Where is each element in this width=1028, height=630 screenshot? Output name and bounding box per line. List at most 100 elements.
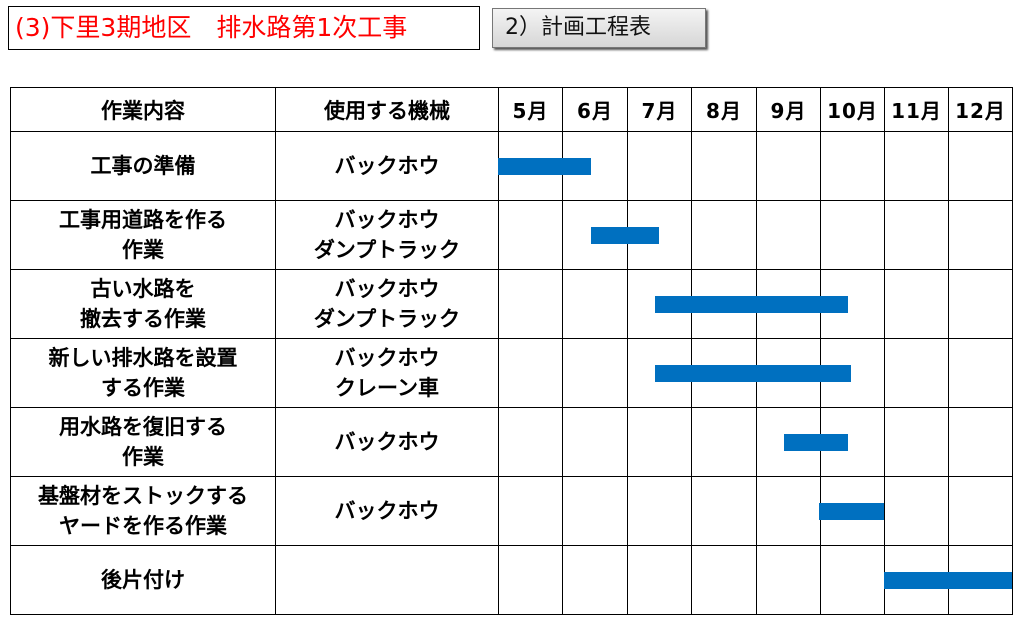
month-cell	[498, 269, 563, 339]
work-cell: 後片付け	[10, 545, 276, 615]
month-cell	[820, 407, 885, 477]
month-cell	[948, 131, 1013, 201]
machine-cell: バックホウ	[275, 476, 499, 546]
month-cell	[498, 200, 563, 270]
machine-text: バックホウ	[334, 154, 440, 178]
month-cell	[884, 269, 949, 339]
work-cell: 用水路を復旧する 作業	[10, 407, 276, 477]
month-cell	[948, 476, 1013, 546]
work-cell: 工事用道路を作る 作業	[10, 200, 276, 270]
month-header: 6月	[562, 87, 628, 132]
work-cell: 新しい排水路を設置 する作業	[10, 338, 276, 408]
work-text: 撤去する作業	[80, 307, 206, 331]
month-cell	[884, 200, 949, 270]
month-cell	[820, 131, 885, 201]
machine-cell: バックホウ	[275, 131, 499, 201]
month-cell	[756, 476, 821, 546]
work-text: 新しい排水路を設置	[48, 346, 238, 370]
table-row: 新しい排水路を設置 する作業 バックホウクレーン車	[10, 338, 1013, 408]
schedule-table: 作業内容 使用する機械 5月 6月 7月 8月 9月 10月 11月 12月 工…	[10, 87, 1013, 615]
machine-cell: バックホウダンプトラック	[275, 269, 499, 339]
work-cell: 基盤材をストックする ヤードを作る作業	[10, 476, 276, 546]
month-header: 8月	[691, 87, 757, 132]
table-row: 用水路を復旧する 作業 バックホウ	[10, 407, 1013, 477]
month-cell	[562, 545, 628, 615]
work-text: 工事用道路を作る	[59, 208, 227, 232]
machine-text: バックホウ	[334, 277, 440, 301]
month-cell	[884, 131, 949, 201]
month-cell	[498, 545, 563, 615]
work-cell: 工事の準備	[10, 131, 276, 201]
machine-text: バックホウ	[334, 430, 440, 454]
machine-cell	[275, 545, 499, 615]
page-title: (3)下里3期地区 排水路第1次工事	[8, 6, 480, 50]
month-cell	[691, 269, 757, 339]
month-cell	[562, 476, 628, 546]
month-cell	[691, 338, 757, 408]
month-cell	[820, 269, 885, 339]
month-cell	[627, 338, 692, 408]
machine-text: クレーン車	[335, 376, 439, 400]
month-cell	[948, 545, 1013, 615]
work-text: 後片付け	[101, 568, 185, 592]
month-cell	[627, 200, 692, 270]
work-text: ヤードを作る作業	[59, 514, 227, 538]
month-header: 9月	[756, 87, 821, 132]
work-text: 工事の準備	[90, 154, 196, 178]
work-text: 用水路を復旧する	[59, 415, 227, 439]
month-cell	[562, 200, 628, 270]
machine-cell: バックホウ	[275, 407, 499, 477]
month-cell	[756, 407, 821, 477]
month-cell	[691, 200, 757, 270]
work-text: 作業	[122, 445, 164, 469]
month-cell	[884, 545, 949, 615]
month-cell	[756, 545, 821, 615]
month-cell	[884, 407, 949, 477]
machine-cell: バックホウダンプトラック	[275, 200, 499, 270]
table-row: 工事用道路を作る 作業 バックホウ ダンプトラック	[10, 200, 1013, 270]
month-cell	[820, 200, 885, 270]
machine-text: バックホウ	[334, 499, 440, 523]
col-header-machine: 使用する機械	[275, 87, 499, 132]
work-cell: 古い水路を撤去する作業	[10, 269, 276, 339]
machine-text: バックホウ	[334, 208, 440, 232]
month-cell	[498, 407, 563, 477]
month-cell	[562, 338, 628, 408]
work-text: 基盤材をストックする	[38, 484, 248, 508]
month-cell	[627, 476, 692, 546]
month-cell	[948, 407, 1013, 477]
machine-text: ダンプトラック	[313, 238, 461, 262]
month-cell	[627, 131, 692, 201]
month-cell	[627, 269, 692, 339]
month-cell	[498, 338, 563, 408]
table-row: 基盤材をストックする ヤードを作る作業 バックホウ	[10, 476, 1013, 546]
month-cell	[498, 476, 563, 546]
month-cell	[691, 407, 757, 477]
month-cell	[884, 338, 949, 408]
month-cell	[756, 131, 821, 201]
month-cell	[756, 269, 821, 339]
machine-text: バックホウ	[334, 346, 440, 370]
month-cell	[884, 476, 949, 546]
month-cell	[756, 338, 821, 408]
month-cell	[948, 200, 1013, 270]
month-cell	[562, 131, 628, 201]
section-label: 2）計画工程表	[492, 8, 706, 48]
month-cell	[691, 476, 757, 546]
month-cell	[562, 407, 628, 477]
col-header-work: 作業内容	[10, 87, 276, 132]
month-cell	[627, 407, 692, 477]
table-row: 後片付け	[10, 545, 1013, 615]
header-row: 作業内容 使用する機械 5月 6月 7月 8月 9月 10月 11月 12月	[10, 87, 1013, 132]
table-row: 古い水路を 撤去する作業 バックホウ ダンプトラック	[10, 269, 1013, 339]
month-cell	[691, 545, 757, 615]
month-cell	[756, 200, 821, 270]
month-cell	[498, 131, 563, 201]
month-cell	[948, 269, 1013, 339]
month-header: 12月	[948, 87, 1013, 132]
machine-text: ダンプトラック	[313, 307, 461, 331]
month-header: 11月	[884, 87, 949, 132]
month-cell	[627, 545, 692, 615]
month-header: 7月	[627, 87, 692, 132]
work-text: 古い水路を	[90, 277, 196, 301]
